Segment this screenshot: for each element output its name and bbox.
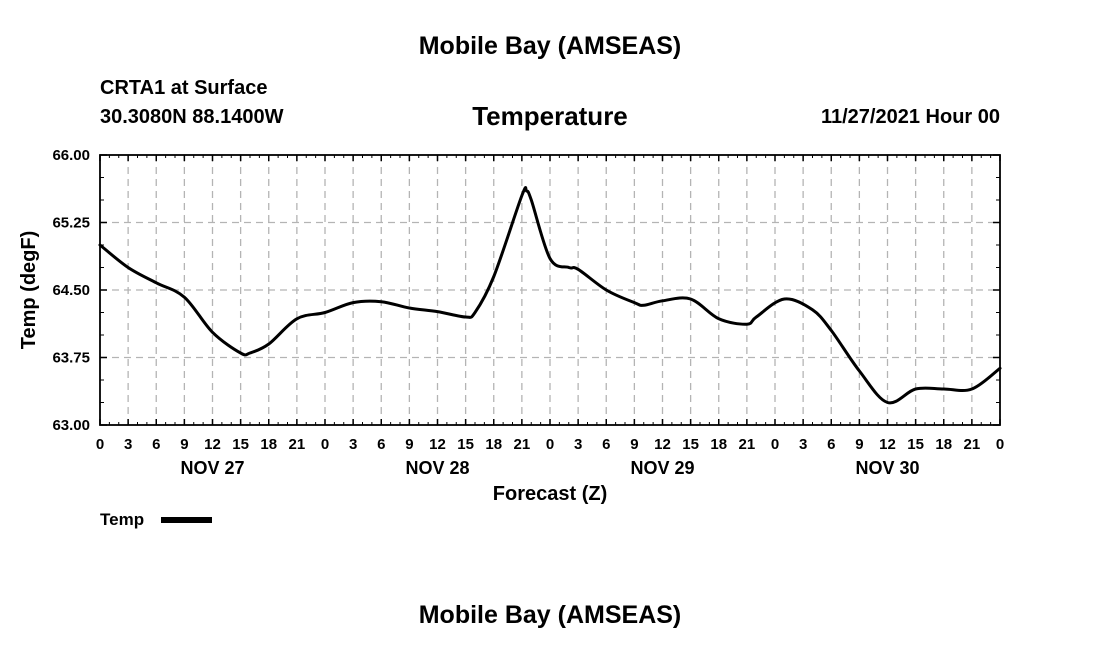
x-tick-label: 6 <box>602 436 610 453</box>
y-axis-label: Temp (degF) <box>18 231 40 350</box>
x-tick-label: 3 <box>124 436 132 453</box>
y-tick-label: 65.25 <box>52 215 90 232</box>
x-tick-label: 9 <box>405 436 413 453</box>
run-time: 11/27/2021 Hour 00 <box>820 106 1000 128</box>
x-tick-label: 6 <box>827 436 835 453</box>
x-tick-label: 3 <box>799 436 807 453</box>
x-tick-label: 9 <box>855 436 863 453</box>
chart-title: Temperature <box>472 101 628 131</box>
x-tick-label: 0 <box>321 436 329 453</box>
y-tick-label: 63.00 <box>52 417 90 434</box>
day-label: NOV 29 <box>630 458 694 478</box>
y-tick-label: 66.00 <box>52 147 90 164</box>
x-tick-label: 21 <box>514 436 531 453</box>
station-label: CRTA1 at Surface <box>100 77 268 99</box>
x-tick-label: 15 <box>907 436 924 453</box>
plot-frame <box>99 154 1001 426</box>
x-tick-label: 0 <box>771 436 779 453</box>
x-tick-label: 9 <box>630 436 638 453</box>
day-label: NOV 28 <box>405 458 469 478</box>
footer-title: Mobile Bay (AMSEAS) <box>418 601 682 629</box>
x-tick-label: 0 <box>96 436 104 453</box>
x-tick-label: 3 <box>349 436 357 453</box>
x-tick-label: 18 <box>710 436 727 453</box>
x-tick-label: 15 <box>682 436 699 453</box>
x-tick-label: 15 <box>232 436 249 453</box>
x-tick-label: 6 <box>152 436 160 453</box>
x-tick-label: 21 <box>964 436 981 453</box>
x-tick-label: 9 <box>180 436 188 453</box>
day-label: NOV 27 <box>180 458 244 478</box>
x-tick-label: 0 <box>546 436 554 453</box>
x-tick-label: 0 <box>996 436 1004 453</box>
header-title: Mobile Bay (AMSEAS) <box>418 32 682 60</box>
series-line-temp <box>98 186 1002 405</box>
day-label: NOV 30 <box>855 458 919 478</box>
x-tick-label: 3 <box>574 436 582 453</box>
x-tick-label: 18 <box>935 436 952 453</box>
x-tick-label: 6 <box>377 436 385 453</box>
station-coordinates: 30.3080N 88.1400W <box>100 106 284 128</box>
x-tick-label: 15 <box>457 436 474 453</box>
legend-label: Temp <box>100 510 144 529</box>
x-tick-label: 12 <box>654 436 671 453</box>
x-tick-label: 12 <box>204 436 221 453</box>
x-tick-label: 18 <box>485 436 502 453</box>
x-tick-label: 21 <box>289 436 306 453</box>
y-tick-label: 63.75 <box>52 350 90 367</box>
x-tick-label: 12 <box>429 436 446 453</box>
y-tick-label: 64.50 <box>52 282 90 299</box>
x-tick-label: 12 <box>879 436 896 453</box>
x-tick-label: 18 <box>260 436 277 453</box>
x-axis-label: Forecast (Z) <box>493 483 607 505</box>
x-tick-label: 21 <box>739 436 756 453</box>
